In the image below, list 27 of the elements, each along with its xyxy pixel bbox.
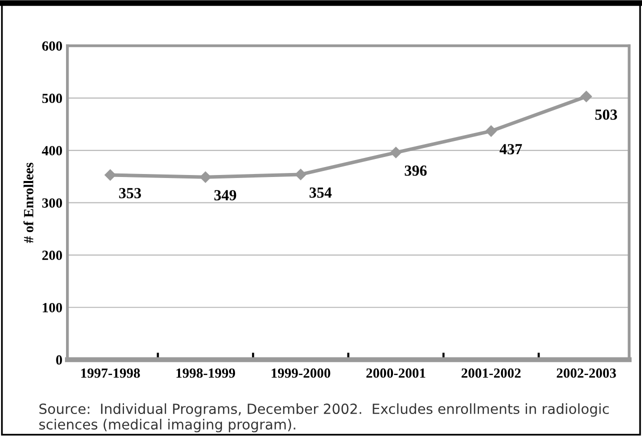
data-label: 349 xyxy=(214,190,236,200)
y-tick-label: 500 xyxy=(42,94,62,104)
data-label: 396 xyxy=(404,166,427,176)
point xyxy=(485,125,497,137)
point xyxy=(200,171,212,183)
point xyxy=(390,146,402,158)
y-tick-label: 300 xyxy=(42,198,62,208)
point xyxy=(295,168,306,180)
y-tick-label: 0 xyxy=(56,355,62,365)
data-label: 354 xyxy=(310,187,332,198)
y-tick-label: 400 xyxy=(42,146,62,156)
y-axis-title: # of Enrollees xyxy=(23,162,34,243)
x-tick-label: 2002-2003 xyxy=(556,368,616,378)
data-label: 353 xyxy=(119,188,141,198)
y-tick-label: 600 xyxy=(42,41,62,51)
x-tick-label: 1997-1998 xyxy=(81,368,140,378)
source-note: Source: Individual Programs, December 2002. Excludes enrollments in radiologic sciences (medical imaging program). xyxy=(39,403,609,432)
x-tick-label: 2001-2002 xyxy=(462,368,521,378)
x-tick-label: 1999-2000 xyxy=(272,368,330,378)
point xyxy=(104,169,116,181)
y-tick-label: 100 xyxy=(42,302,62,312)
x-tick-label: 1998-1999 xyxy=(176,368,236,378)
data-label: 437 xyxy=(500,144,522,154)
data-label: 503 xyxy=(595,109,618,120)
y-tick-label: 200 xyxy=(42,250,62,260)
point xyxy=(580,90,592,102)
x-tick-label: 2000-2001 xyxy=(366,368,426,378)
